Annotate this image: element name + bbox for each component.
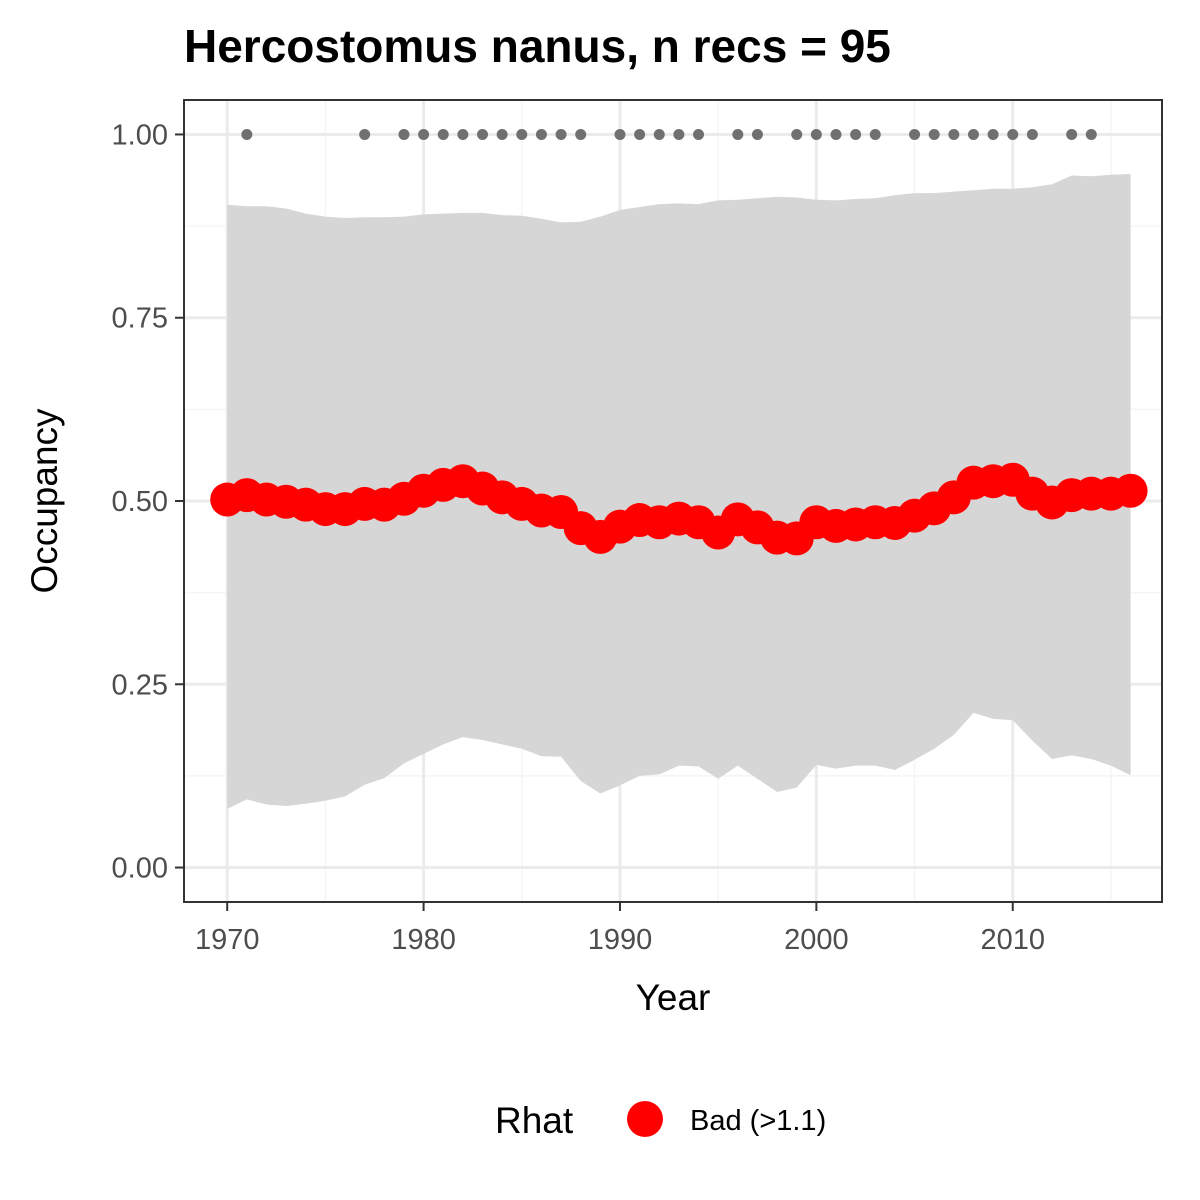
record-point xyxy=(732,128,744,140)
record-point xyxy=(535,128,547,140)
legend-key-bad xyxy=(627,1101,663,1137)
record-point xyxy=(909,128,921,140)
x-tick-label: 1970 xyxy=(195,924,260,956)
record-point xyxy=(653,128,665,140)
record-point xyxy=(1066,128,1078,140)
legend: Rhat Bad (>1.1) xyxy=(495,1100,826,1141)
record-point xyxy=(437,128,449,140)
record-point xyxy=(575,128,587,140)
x-tick-label: 2000 xyxy=(784,924,849,956)
record-point xyxy=(850,128,862,140)
record-point xyxy=(810,128,822,140)
record-point xyxy=(516,128,528,140)
record-point xyxy=(693,128,705,140)
occupancy-point xyxy=(1113,473,1148,508)
x-tick-label: 1980 xyxy=(391,924,456,956)
record-point xyxy=(987,128,999,140)
x-axis: 1970 1980 1990 2000 2010 xyxy=(195,902,1045,956)
record-point xyxy=(967,128,979,140)
x-axis-title: Year xyxy=(636,977,711,1018)
y-axis-title: Occupancy xyxy=(24,408,65,594)
y-tick-label: 0.75 xyxy=(112,303,168,335)
legend-title: Rhat xyxy=(495,1100,574,1141)
y-tick-label: 0.00 xyxy=(112,853,168,885)
y-axis: 0.00 0.25 0.50 0.75 1.00 xyxy=(112,119,184,885)
record-point xyxy=(928,128,940,140)
record-point xyxy=(1085,128,1097,140)
record-point xyxy=(457,128,469,140)
record-point xyxy=(1026,128,1038,140)
y-tick-label: 1.00 xyxy=(112,119,168,151)
record-point xyxy=(359,128,371,140)
y-tick-label: 0.50 xyxy=(112,486,168,518)
occupancy-points-layer xyxy=(210,462,1148,556)
record-point xyxy=(869,128,881,140)
x-tick-label: 1990 xyxy=(588,924,653,956)
record-point xyxy=(477,128,489,140)
record-point xyxy=(791,128,803,140)
records-layer xyxy=(241,128,1097,140)
chart-title: Hercostomus nanus, n recs = 95 xyxy=(184,20,891,72)
record-point xyxy=(1007,128,1019,140)
record-point xyxy=(418,128,430,140)
record-point xyxy=(830,128,842,140)
record-point xyxy=(398,128,410,140)
x-tick-label: 2010 xyxy=(980,924,1045,956)
record-point xyxy=(634,128,646,140)
record-point xyxy=(673,128,685,140)
record-point xyxy=(751,128,763,140)
y-tick-label: 0.25 xyxy=(112,669,168,701)
credible-interval-ribbon xyxy=(227,174,1131,809)
record-point xyxy=(555,128,567,140)
record-point xyxy=(614,128,626,140)
record-point xyxy=(948,128,960,140)
record-point xyxy=(496,128,508,140)
legend-label-bad: Bad (>1.1) xyxy=(690,1105,826,1137)
record-point xyxy=(241,128,253,140)
